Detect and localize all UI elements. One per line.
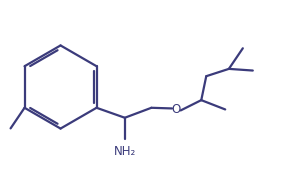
Text: NH₂: NH₂ (114, 145, 136, 158)
Text: O: O (172, 103, 181, 116)
